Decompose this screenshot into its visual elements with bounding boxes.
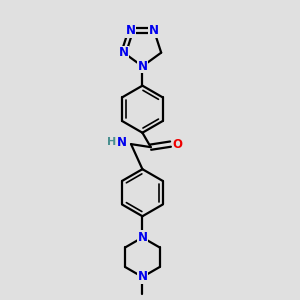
Text: N: N bbox=[137, 231, 147, 244]
Text: O: O bbox=[172, 138, 182, 151]
Text: N: N bbox=[126, 24, 136, 37]
Text: N: N bbox=[118, 46, 129, 59]
Text: N: N bbox=[149, 24, 159, 37]
Text: N: N bbox=[137, 271, 147, 284]
Text: H: H bbox=[107, 137, 117, 147]
Text: N: N bbox=[137, 60, 147, 73]
Text: N: N bbox=[117, 136, 127, 149]
